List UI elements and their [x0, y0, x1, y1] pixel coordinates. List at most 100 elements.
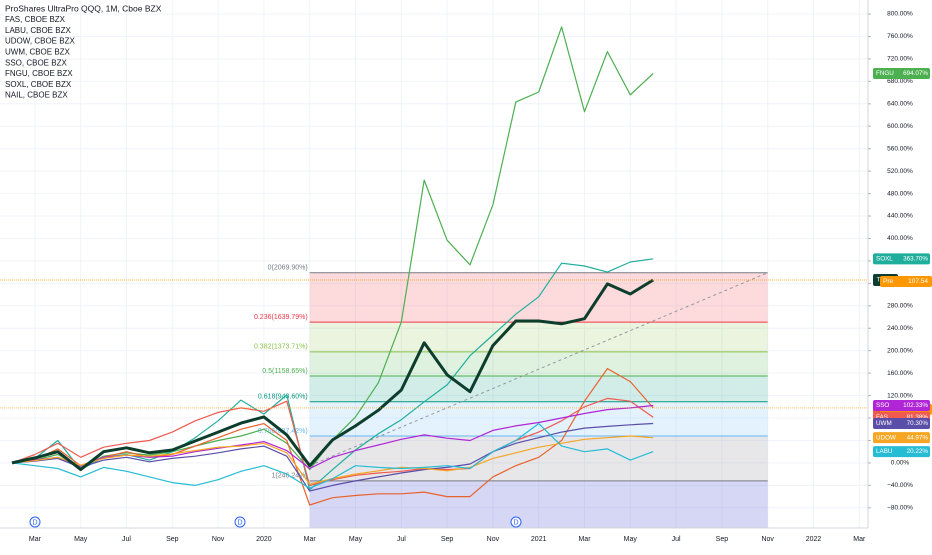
y-tick-label: 480.00%: [887, 190, 913, 197]
y-tick-label: 760.00%: [887, 33, 913, 40]
legend-entry: UDOW, CBOE BZX: [5, 37, 75, 46]
series-line: [11, 278, 654, 472]
price-badge: [873, 399, 930, 411]
x-tick-label: 2022: [806, 536, 822, 543]
y-tick-label: 640.00%: [887, 101, 913, 108]
x-tick-label: Jul: [672, 536, 681, 543]
fib-zone: [309, 435, 768, 481]
dividend-icon: D: [513, 519, 518, 526]
x-tick-label: May: [624, 536, 638, 543]
dividend-marker[interactable]: [234, 516, 246, 528]
legend-entry: UWM, CBOE BZX: [5, 48, 71, 57]
badge-value: 81.38%: [907, 414, 929, 421]
badge-name: LABU: [876, 448, 893, 455]
badge-name: SOXL: [876, 256, 893, 263]
x-tick-label: Mar: [578, 536, 591, 543]
y-tick-label: 440.00%: [887, 213, 913, 220]
x-tick-label: Nov: [761, 536, 774, 543]
legend: ProShares UltraPro QQQ, 1M, Cboe BZX FAS…: [5, 3, 162, 99]
y-tick-label: 520.00%: [887, 168, 913, 175]
lines: [0, 26, 868, 506]
x-tick-label: Sep: [716, 536, 729, 543]
chart-title: ProShares UltraPro QQQ, 1M, Cboe BZX: [5, 3, 162, 13]
badge-value: 20.22%: [907, 448, 929, 455]
fib-label: 0.618(943.60%): [258, 394, 308, 401]
badge-name: UWM: [876, 420, 892, 427]
axes: 800.00% 760.00% 720.00% 680.00% 640.00% 600.0…: [29, 11, 913, 543]
series-line: [11, 397, 654, 486]
y-tick-label: 280.00%: [887, 303, 913, 310]
badge-name: UDOW: [876, 434, 896, 441]
fib-retracement: 0(2069.90%) 0.236(1639.79%) 0.382(1373.71%…: [254, 265, 768, 528]
y-tick-label: 240.00%: [887, 325, 913, 332]
dividend-icon: D: [237, 519, 242, 526]
x-tick-label: Sep: [441, 536, 454, 543]
y-tick-label: −80.00%: [887, 505, 913, 512]
dividend-icon: D: [32, 519, 37, 526]
x-tick-label: Jul: [397, 536, 406, 543]
y-tick-label: 680.00%: [887, 78, 913, 85]
y-tick-label: 200.00%: [887, 347, 913, 354]
badge-value: 102.33%: [903, 402, 928, 409]
fib-zone: [309, 401, 768, 436]
y-tick-label: 800.00%: [887, 11, 913, 18]
pre-badge: [880, 275, 932, 287]
price-badge: [873, 253, 930, 265]
badge-name: SSO: [876, 402, 889, 409]
legend-entry: SSO, CBOE BZX: [5, 58, 67, 67]
price-badge: [873, 446, 930, 458]
series-line: [11, 423, 654, 489]
dividend-marker[interactable]: [29, 516, 41, 528]
price-badges: FNGU694.07%SOXL363.70%NAILPre107.54FAS81…: [873, 67, 932, 458]
series-line: [11, 368, 654, 506]
price-badge: [873, 417, 930, 429]
x-tick-label: Mar: [29, 536, 42, 543]
legend-entry: LABU, CBOE BZX: [5, 26, 71, 35]
trend-line: [309, 272, 768, 467]
pre-label: Pre: [883, 278, 894, 285]
x-tick-label: 2021: [531, 536, 547, 543]
dividend-markers: D D D: [29, 516, 522, 528]
legend-entry: FNGU, CBOE BZX: [5, 69, 73, 78]
x-tick-label: May: [349, 536, 363, 543]
x-tick-label: May: [74, 536, 88, 543]
fib-label: 0.5(1158.65%): [262, 368, 307, 375]
legend-entry: FAS, CBOE BZX: [5, 15, 66, 24]
y-tick-label: −40.00%: [887, 482, 913, 489]
x-tick-label: 2020: [256, 536, 272, 543]
legend-entry: NAIL, CBOE BZX: [5, 91, 68, 100]
x-tick-label: Nov: [212, 536, 225, 543]
fib-label: 0.236(1639.79%): [254, 314, 308, 321]
grid: [0, 0, 868, 528]
pre-price: 107.54: [908, 278, 928, 285]
series-line: [11, 422, 654, 492]
badge-value: 44.97%: [907, 434, 929, 441]
y-tick-label: 720.00%: [887, 56, 913, 63]
badge-name: FNGU: [876, 70, 894, 77]
fib-zone: [309, 480, 768, 528]
fib-zone: [309, 322, 768, 352]
badge-value: 694.07%: [903, 70, 928, 77]
fib-label: 0.382(1373.71%): [254, 344, 308, 351]
price-badge: [873, 67, 930, 79]
y-tick-label: 120.00%: [887, 392, 913, 399]
x-tick-label: Mar: [853, 536, 866, 543]
y-tick-label: 600.00%: [887, 123, 913, 130]
y-tick-label: 160.00%: [887, 370, 913, 377]
y-tick-label: 400.00%: [887, 235, 913, 242]
y-tick-label: 0.00%: [891, 460, 910, 467]
fib-zone: [309, 375, 768, 402]
x-tick-label: Jul: [122, 536, 131, 543]
badge-value: 363.70%: [903, 256, 928, 263]
y-tick-label: 560.00%: [887, 145, 913, 152]
fib-zone: [309, 351, 768, 376]
x-tick-label: Nov: [487, 536, 500, 543]
legend-entry: SOXL, CBOE BZX: [5, 80, 72, 89]
price-badge: [873, 432, 930, 444]
x-tick-label: Sep: [166, 536, 179, 543]
badge-value: 70.30%: [907, 420, 929, 427]
dividend-marker[interactable]: [510, 516, 522, 528]
badge-name: FAS: [876, 414, 888, 421]
x-tick-label: Mar: [304, 536, 317, 543]
